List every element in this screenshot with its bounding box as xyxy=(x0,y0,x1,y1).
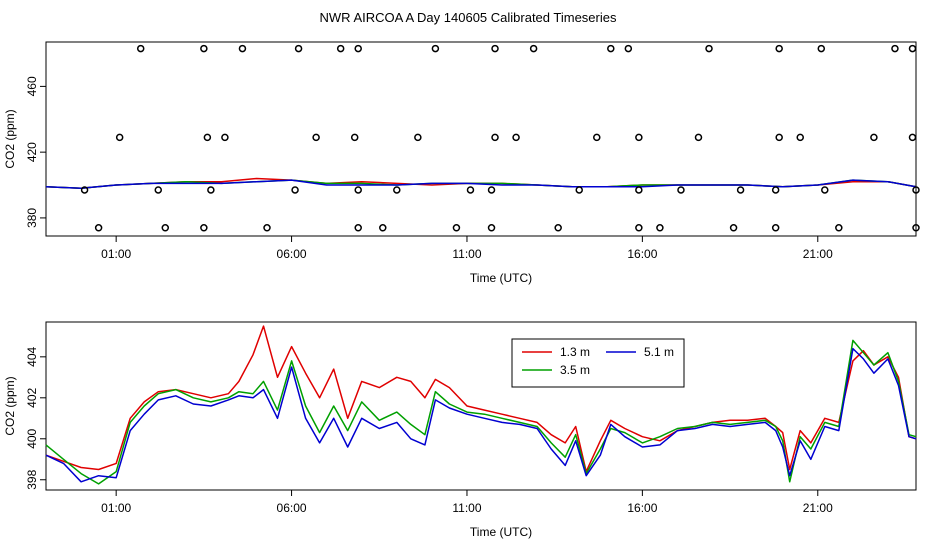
x-axis-label: Time (UTC) xyxy=(470,271,532,285)
series-line-35m xyxy=(45,339,917,485)
y-tick-label: 402 xyxy=(25,387,39,407)
series-line-13m xyxy=(45,325,917,473)
calibration-point xyxy=(161,224,170,232)
x-tick-label: 11:00 xyxy=(452,501,481,515)
calibration-point xyxy=(354,186,362,194)
chart-panel-2: 01:00 06:00 11:00 16:00 21:00 398 400 402 404 Tim… xyxy=(3,321,917,539)
plot-frame xyxy=(45,41,917,237)
calibration-point xyxy=(203,133,212,142)
calibration-point xyxy=(575,186,583,194)
calibration-point xyxy=(312,133,320,142)
calibration-point xyxy=(350,133,359,142)
calibration-point xyxy=(624,44,633,53)
calibration-point xyxy=(705,44,713,53)
calibration-point xyxy=(80,186,89,194)
legend-box xyxy=(511,338,685,388)
calibration-point xyxy=(221,133,229,142)
calibration-point xyxy=(656,224,664,232)
page-title: NWR AIRCOA A Day 140605 Calibrated Times… xyxy=(319,10,617,25)
calibration-point xyxy=(771,224,780,232)
x-tick-label: 16:00 xyxy=(627,501,657,515)
x-tick-label: 16:00 xyxy=(627,247,657,261)
calibration-point xyxy=(487,224,496,232)
calibration-point xyxy=(677,186,685,194)
calibration-point xyxy=(635,186,643,194)
calibration-point xyxy=(200,224,208,232)
y-axis-label: CO2 (ppm) xyxy=(3,376,17,435)
calibration-point xyxy=(736,186,745,194)
calibration-point xyxy=(512,133,520,142)
calibration-point xyxy=(94,224,103,232)
calibration-point xyxy=(154,186,163,194)
series-line-51m xyxy=(45,179,917,190)
calibration-point xyxy=(796,133,804,142)
calibration-point xyxy=(466,186,475,194)
calibration-point xyxy=(393,186,401,194)
series-line-51m xyxy=(45,347,917,483)
calibration-point xyxy=(771,186,780,194)
x-tick-label: 06:00 xyxy=(277,501,307,515)
y-tick-label: 460 xyxy=(25,76,39,96)
calibration-point xyxy=(491,133,499,142)
calibration-point xyxy=(354,44,362,53)
calibration-point xyxy=(554,224,562,232)
x-axis-label: Time (UTC) xyxy=(470,525,532,539)
calibration-point xyxy=(908,44,917,53)
calibration-point xyxy=(821,186,829,194)
calibration-point xyxy=(912,186,920,194)
calibration-point xyxy=(354,224,362,232)
calibration-point xyxy=(694,133,703,142)
y-tick-label: 404 xyxy=(25,346,39,366)
calibration-point xyxy=(200,44,208,53)
calibration-point xyxy=(607,44,615,53)
calibration-point xyxy=(635,133,643,142)
calibration-point xyxy=(414,133,422,142)
chart-panel-1: 01:00 06:00 11:00 16:00 21:00 380 420 460 Time (… xyxy=(3,41,920,285)
calibration-point xyxy=(635,224,643,232)
calibration-point xyxy=(263,224,271,232)
calibration-point xyxy=(115,133,124,142)
calibration-point xyxy=(870,133,878,142)
calibration-point xyxy=(291,186,299,194)
calibration-point xyxy=(452,224,461,232)
legend-label: 1.3 m xyxy=(560,345,590,359)
calibration-point xyxy=(379,224,387,232)
calibration-point xyxy=(729,224,738,232)
y-axis-label: CO2 (ppm) xyxy=(3,109,17,168)
x-tick-label: 06:00 xyxy=(277,247,307,261)
y-tick-label: 398 xyxy=(25,469,39,489)
x-tick-label: 21:00 xyxy=(803,501,833,515)
x-tick-label: 01:00 xyxy=(101,501,131,515)
calibration-point xyxy=(294,44,303,53)
calibration-point xyxy=(775,133,783,142)
plot-frame xyxy=(45,321,917,491)
calibration-point xyxy=(908,133,917,142)
calibration-point xyxy=(207,186,215,194)
y-tick-label: 380 xyxy=(25,208,39,228)
calibration-point xyxy=(912,224,920,232)
calibration-point xyxy=(431,44,440,53)
x-tick-label: 21:00 xyxy=(803,247,833,261)
legend-label: 3.5 m xyxy=(560,363,590,377)
calibration-point xyxy=(136,44,145,53)
calibration-point xyxy=(891,44,899,53)
y-tick-label: 400 xyxy=(25,428,39,448)
calibration-point xyxy=(238,44,247,53)
calibration-point xyxy=(529,44,538,53)
calibration-point xyxy=(487,186,496,194)
calibration-point xyxy=(835,224,843,232)
calibration-point xyxy=(775,44,783,53)
x-tick-label: 11:00 xyxy=(452,247,481,261)
calibration-point xyxy=(593,133,601,142)
y-tick-label: 420 xyxy=(25,142,39,162)
calibration-point xyxy=(817,44,826,53)
calibration-point xyxy=(336,44,345,53)
legend: 1.3 m 3.5 m 5.1 m xyxy=(511,338,685,388)
x-tick-label: 01:00 xyxy=(101,247,131,261)
calibration-point xyxy=(491,44,499,53)
legend-label: 5.1 m xyxy=(644,345,674,359)
